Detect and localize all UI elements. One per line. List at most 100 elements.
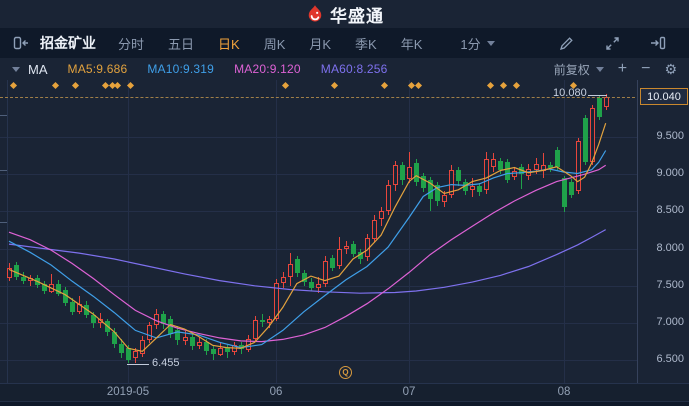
price-axis: 10.040 9.500 9.000 8.500 8.000 7.500 7.000 6.5… bbox=[637, 80, 689, 401]
candle-body bbox=[386, 185, 391, 211]
indicator-bar: MA MA5:9.686 MA10:9.319 MA20:9.120 MA60:… bbox=[0, 58, 689, 80]
candle-body bbox=[337, 249, 342, 266]
high-price-label: 10.080 bbox=[553, 87, 587, 99]
candle-body bbox=[442, 195, 447, 202]
gridline-h bbox=[0, 211, 637, 212]
candle-body bbox=[428, 180, 433, 199]
candle-body bbox=[91, 315, 96, 323]
stock-name-tab[interactable]: 招金矿业 bbox=[40, 35, 96, 51]
ma60-line bbox=[8, 229, 606, 294]
chevron-down-icon bbox=[12, 66, 20, 72]
adjust-mode-label: 前复权 bbox=[553, 62, 590, 77]
ma20-readout: MA20:9.120 bbox=[234, 62, 301, 76]
candle-body bbox=[253, 320, 258, 339]
tab-年K[interactable]: 年K bbox=[400, 36, 423, 52]
y-axis-label: 7.000 bbox=[656, 316, 684, 328]
candle-body bbox=[147, 325, 152, 340]
candle-body bbox=[126, 348, 131, 360]
candle-body bbox=[7, 268, 12, 278]
y-axis-label: 8.500 bbox=[656, 204, 684, 216]
date-axis: 2019-05 06 07 08 bbox=[0, 383, 689, 401]
candle-body bbox=[168, 319, 173, 334]
indicator-bar-right: 前复权 + − ⚙ bbox=[554, 61, 677, 78]
candle-body bbox=[225, 348, 230, 352]
chevron-down-icon bbox=[486, 40, 495, 46]
candle-wick bbox=[521, 164, 522, 189]
candle-body bbox=[204, 342, 209, 351]
candle-body bbox=[112, 332, 117, 344]
candle-body bbox=[491, 159, 496, 167]
ma-group-label: MA bbox=[28, 61, 48, 77]
ma5-readout: MA5:9.686 bbox=[67, 62, 128, 76]
tab-月K[interactable]: 月K bbox=[309, 36, 332, 52]
tab-日K[interactable]: 日K bbox=[218, 36, 240, 52]
chart-toolbar: 招金矿业 分时 五日 日K 周K 月K 季K 年K 1分 bbox=[0, 28, 689, 58]
x-axis-label: 08 bbox=[557, 386, 571, 398]
x-axis-label: 2019-05 bbox=[106, 386, 150, 398]
gridline-h bbox=[0, 323, 637, 324]
x-axis-label: 06 bbox=[269, 386, 283, 398]
window-bottom-edge bbox=[0, 401, 689, 406]
announcement-q-marker[interactable]: Q bbox=[339, 366, 352, 379]
candle-body bbox=[56, 284, 61, 294]
candle-body bbox=[597, 98, 602, 117]
left-axis-tick bbox=[0, 222, 7, 223]
candle-body bbox=[316, 284, 321, 288]
ma-lines-overlay bbox=[8, 123, 607, 352]
plot-left-border bbox=[7, 80, 8, 383]
candle-body bbox=[288, 264, 293, 277]
interval-dropdown-label: 1分 bbox=[460, 36, 481, 52]
candle-body bbox=[562, 178, 567, 207]
gridline-h bbox=[0, 137, 637, 138]
candle-body bbox=[70, 302, 75, 312]
candle-body bbox=[470, 186, 475, 190]
ma5-line bbox=[8, 123, 607, 352]
candle-body bbox=[569, 182, 574, 195]
y-axis-label: 7.500 bbox=[656, 279, 684, 291]
settings-gear-icon[interactable]: ⚙ bbox=[664, 61, 677, 77]
adjust-mode-dropdown[interactable]: 前复权 bbox=[554, 61, 604, 78]
candle-body bbox=[534, 164, 539, 170]
low-price-label: 6.455 bbox=[152, 357, 180, 369]
candle-body bbox=[218, 348, 223, 355]
gridline-v bbox=[564, 80, 565, 383]
candle-body bbox=[309, 282, 314, 288]
chart-area: 10.080 6.455 Q 10.040 9.500 9.000 8.500 8.000… bbox=[0, 80, 689, 401]
gridline-v bbox=[276, 80, 277, 383]
candle-body bbox=[323, 261, 328, 284]
draw-pencil-icon[interactable] bbox=[557, 34, 575, 52]
candle-body bbox=[379, 211, 384, 219]
candle-body bbox=[435, 185, 440, 201]
candle-body bbox=[267, 319, 272, 323]
fullscreen-expand-icon[interactable] bbox=[603, 34, 621, 52]
y-axis-label: 9.000 bbox=[656, 167, 684, 179]
app-logo: 华盛通 bbox=[305, 2, 384, 27]
candle-body bbox=[302, 273, 307, 282]
tab-周K[interactable]: 周K bbox=[263, 36, 286, 52]
candle-body bbox=[414, 163, 419, 182]
interval-dropdown[interactable]: 1分 bbox=[460, 34, 495, 53]
gridline-h bbox=[0, 174, 637, 175]
candle-body bbox=[583, 118, 588, 162]
zoom-out-button[interactable]: − bbox=[641, 60, 651, 77]
ma-indicator-dropdown[interactable]: MA bbox=[12, 62, 48, 77]
candle-body bbox=[548, 165, 553, 168]
tab-季K[interactable]: 季K bbox=[355, 36, 377, 52]
left-axis-tick bbox=[0, 170, 7, 171]
collapse-left-panel-icon[interactable] bbox=[12, 34, 30, 52]
candle-body bbox=[14, 265, 19, 277]
tab-分时[interactable]: 分时 bbox=[118, 36, 145, 52]
candle-body bbox=[372, 220, 377, 239]
candle-body bbox=[449, 170, 454, 195]
current-price-box: 10.040 bbox=[640, 88, 688, 105]
candle-body bbox=[400, 165, 405, 180]
dock-right-panel-icon[interactable] bbox=[649, 34, 667, 52]
candlestick-plot[interactable]: 10.080 6.455 Q bbox=[0, 80, 637, 383]
candle-body bbox=[133, 351, 138, 358]
gridline-v bbox=[409, 80, 410, 383]
zoom-in-button[interactable]: + bbox=[617, 60, 628, 77]
candle-body bbox=[463, 182, 468, 191]
tab-五日[interactable]: 五日 bbox=[168, 36, 195, 52]
candle-body bbox=[421, 176, 426, 188]
